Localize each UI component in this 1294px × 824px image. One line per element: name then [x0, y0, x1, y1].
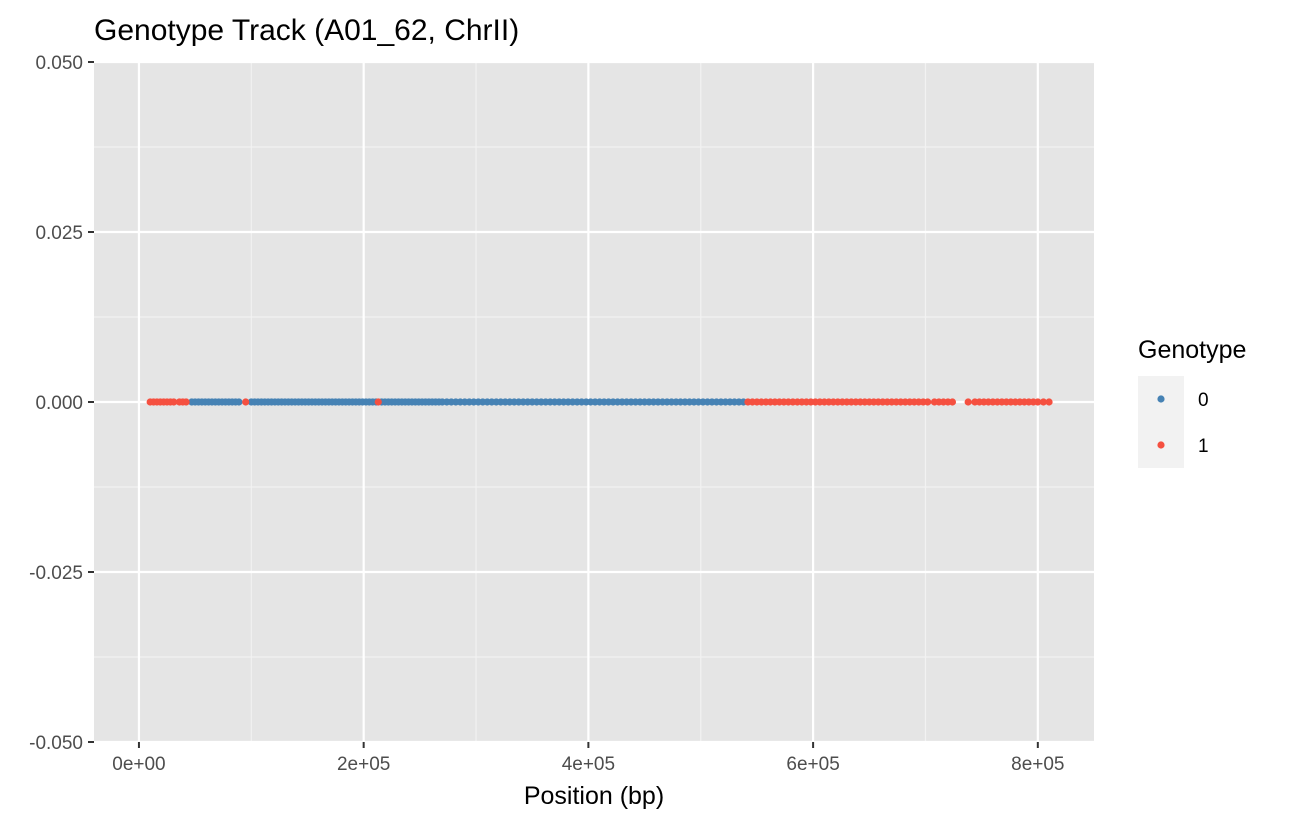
y-tick-label: 0.050: [35, 53, 83, 74]
legend-key-0: [1157, 395, 1165, 403]
x-tick-label: 6e+05: [786, 754, 839, 775]
x-axis-title: Position (bp): [524, 782, 664, 810]
legend: Genotype 0 1: [1138, 336, 1246, 468]
y-tick-label: 0.000: [35, 393, 83, 414]
y-tick-label: -0.050: [29, 733, 83, 754]
genotype-1-point: [374, 398, 382, 406]
x-tick-label: 4e+05: [562, 754, 615, 775]
legend-label-0: 0: [1198, 390, 1209, 411]
genotype-1-point: [242, 398, 250, 406]
legend-key-1: [1157, 441, 1165, 449]
x-tick-label: 0e+00: [112, 754, 165, 775]
genotype-1-point: [170, 398, 178, 406]
x-axis: 0e+00 2e+05 4e+05 6e+05 8e+05: [112, 742, 1065, 775]
y-tick-label: 0.025: [35, 223, 83, 244]
legend-label-1: 1: [1198, 436, 1209, 457]
genotype-0-point: [235, 398, 243, 406]
y-tick-label: -0.025: [29, 563, 83, 584]
x-tick-label: 2e+05: [337, 754, 390, 775]
genotype-1-point: [948, 398, 957, 406]
genotype-1-point: [1045, 398, 1053, 406]
genotype-1-point: [182, 398, 190, 406]
data-points: [146, 398, 1053, 406]
legend-title: Genotype: [1138, 336, 1246, 364]
legend-key-background: [1138, 376, 1184, 468]
genotype-1-point: [1039, 398, 1048, 406]
genotype-1-point: [964, 398, 972, 406]
y-axis: 0.050 0.025 0.000 -0.025 -0.050: [29, 53, 94, 754]
x-tick-label: 8e+05: [1011, 754, 1064, 775]
genotype-1-point: [1034, 398, 1042, 406]
genotype-1-point: [924, 398, 932, 406]
chart-title: Genotype Track (A01_62, ChrII): [94, 14, 519, 47]
